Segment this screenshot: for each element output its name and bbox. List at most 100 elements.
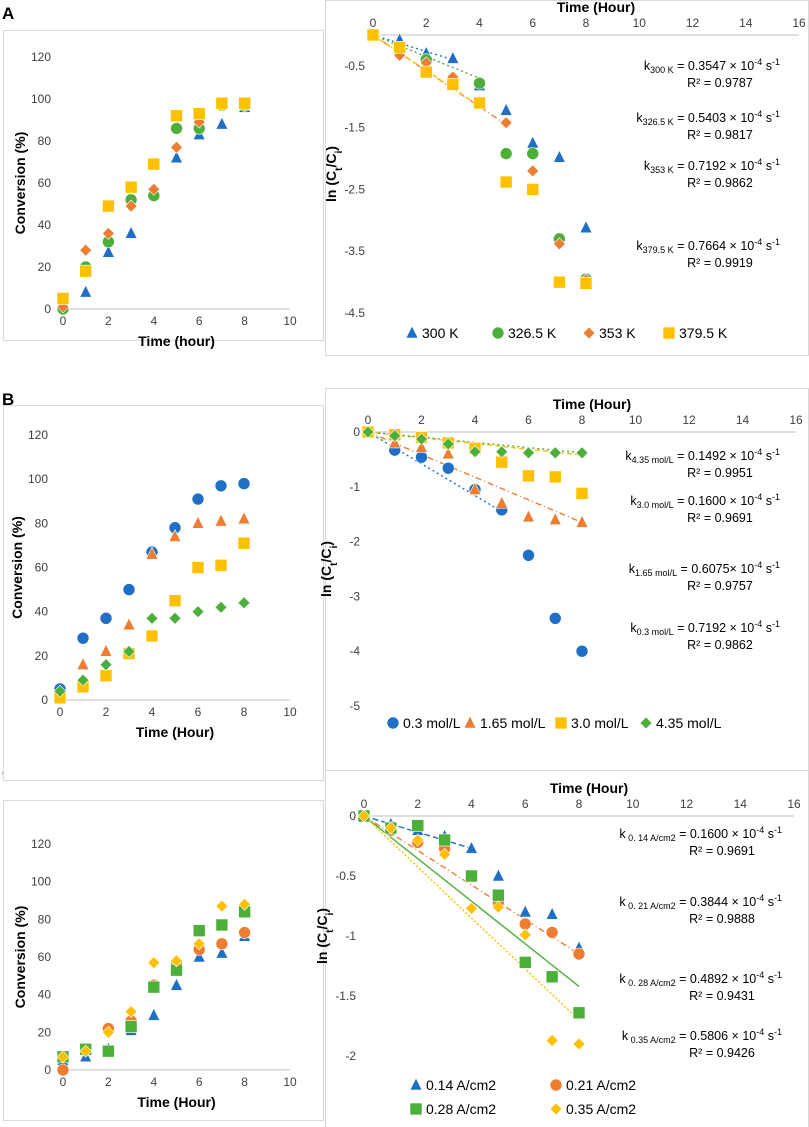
x-tick-label: 12 [682,413,696,427]
data-point [238,926,251,939]
y-tick-label: -2.5 [344,182,365,196]
data-point [99,611,113,625]
data-point [579,220,593,234]
data-point [465,901,478,915]
x-tick-label: 8 [241,314,248,328]
data-point [192,949,206,963]
label-text: = 0.5806 × 10 [676,1029,757,1043]
x-tick-label: 14 [734,797,748,811]
data-point [575,446,589,460]
r-squared-label: R² = 0.9757 [687,579,753,593]
rate-constant-label: k3.0 mol/L​ = 0.1600 × 10-4​ s-1​ [630,492,780,510]
legend-label: 0.14 A/cm2 [426,1077,496,1093]
legend-marker [582,326,596,340]
data-point [491,868,505,882]
data-point [522,548,535,562]
legend-label: 353 K [599,325,636,341]
y-axis-title-subscript: t [329,562,340,566]
x-tick-label: 10 [629,413,643,427]
subscript: 353 K [650,165,674,175]
y-axis-title-text: ) [323,146,339,151]
data-point [147,1007,161,1021]
label-text: s [762,562,772,576]
panel-a-legend: 300 K 326.5 K 353 K 379.5 K [405,325,728,341]
y-axis-title-subscript: i [329,546,340,549]
data-point [495,445,509,459]
data-point [237,596,251,610]
data-point [491,900,505,914]
data-point [215,96,229,110]
y-tick-label: 60 [35,561,49,575]
data-point [215,899,229,913]
y-tick-label: 120 [31,50,51,64]
chart-frame [3,30,324,341]
legend-label: 379.5 K [679,325,728,341]
data-point [575,487,589,500]
y-tick-label: 120 [28,428,48,442]
label-text: k [622,1029,629,1043]
data-point [552,149,566,163]
x-tick-label: 2 [414,797,421,811]
data-point [124,199,138,213]
data-point [441,446,455,460]
y-tick-label: 40 [35,605,49,619]
superscript: -4 [756,970,764,980]
y-tick-label: 60 [38,950,52,964]
data-point [518,917,532,931]
data-point [124,225,138,239]
subscript: 326.5 K [643,117,674,127]
r-squared-label: R² = 0.9919 [687,256,753,270]
y-tick-label: -1.5 [335,989,356,1003]
data-point [545,926,559,939]
label-text: = 0.1600 × 10 [674,494,755,508]
data-point [79,1044,93,1058]
label-text: = 0.1492 × 10 [674,449,755,463]
y-tick-label: -2 [345,1049,356,1063]
superscript: -4 [756,893,764,903]
y-tick-label: -3.5 [344,244,365,258]
panel-b-kinetics-chart: 0 2 4 6 8 10 12 14 16 0 -1 -2 -3 -4 -5 Time (Hour) ln (C… [318,388,809,779]
data-point [572,1006,586,1020]
legend-marker [463,715,477,729]
data-point [101,1025,115,1039]
data-point [522,446,535,460]
data-point [53,684,67,698]
series-3.0 mol/L [53,536,251,705]
y-tick-label: 0 [349,809,356,823]
x-tick-label: 10 [626,797,640,811]
x-tick-label: 6 [196,314,203,328]
trendline [372,34,480,79]
data-point [552,237,566,251]
x-tick-label: 16 [787,797,801,811]
x-tick-label: 12 [686,16,700,30]
x-tick-label: 4 [472,413,479,427]
data-point [366,28,380,42]
x-tick-label: 4 [150,1075,157,1089]
subscript: 1.65 mol/L [635,568,677,578]
y-tick-label: -1 [349,480,360,494]
data-point [192,924,206,937]
x-tick-label: 14 [739,16,753,30]
data-point [214,558,228,572]
label-text: s [762,621,772,635]
legend-marker [491,326,505,340]
x-tick-label: 10 [283,1075,297,1089]
data-point [168,611,182,625]
data-point [526,183,540,196]
superscript: -4 [754,619,762,629]
superscript: -1 [774,1027,782,1037]
rate-constant-label: k379.5 K​ = 0.7664 × 10-4​ s-1​ [636,237,780,255]
data-point [170,122,183,135]
y-tick-label: -4 [349,644,360,658]
superscript: -1 [774,893,782,903]
data-point [56,292,70,305]
rate-constant-label: k4.35 mol/L​ = 0.1492 × 10-4​ s-1​ [625,447,780,465]
subscript: 0. 21 A/cm2 [626,901,676,911]
x-tick-label: 12 [680,797,694,811]
rate-constant-label: k 0. 14 A/cm2​ = 0.1600 × 10-4​ s-1​ [619,825,782,843]
data-point [361,425,375,439]
rate-constant-label: k 0. 21 A/cm2​ = 0.3844 × 10-4​ s-1​ [619,893,782,911]
data-point [548,470,562,484]
data-point [147,157,161,171]
data-point [526,164,540,178]
